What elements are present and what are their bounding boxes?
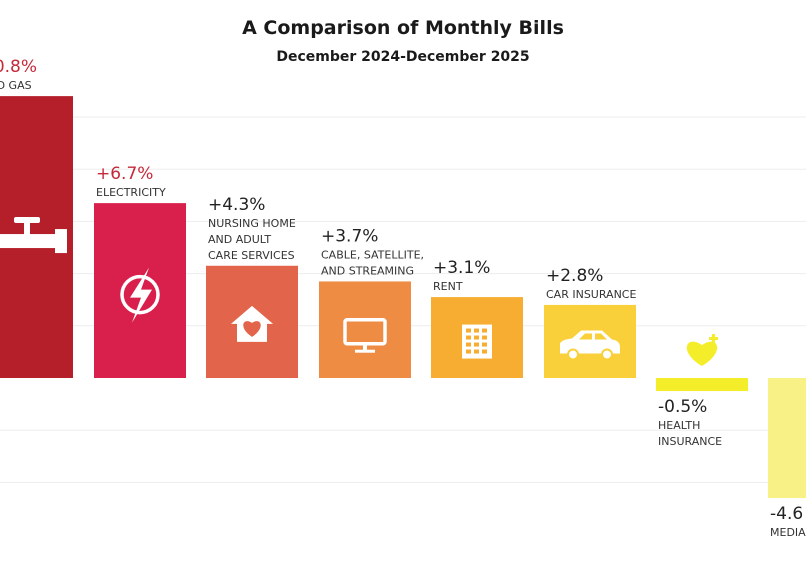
category-label: AND ADULT xyxy=(208,233,271,246)
category-label: NURSING HOME xyxy=(208,217,296,230)
building-icon xyxy=(462,324,492,359)
chart-title: A Comparison of Monthly Bills xyxy=(242,17,564,39)
value-label: +4.3% xyxy=(208,195,265,215)
category-label: AND STREAMING xyxy=(321,264,414,277)
category-label: HEALTH xyxy=(658,419,700,432)
bar xyxy=(656,378,748,392)
monitor-icon xyxy=(343,317,387,353)
bar xyxy=(319,281,411,378)
chart-subtitle: December 2024-December 2025 xyxy=(276,49,529,65)
value-label: +3.7% xyxy=(321,226,378,246)
category-label: INSURANCE xyxy=(658,435,722,448)
category-label: CABLE, SATELLITE, xyxy=(321,248,424,261)
value-label: +2.8% xyxy=(546,266,603,286)
value-label: 10.8% xyxy=(0,57,37,77)
category-label: MEDIA xyxy=(770,526,806,539)
heart-plus-icon xyxy=(686,334,718,366)
value-label: +3.1% xyxy=(433,258,490,278)
category-label: PED GAS xyxy=(0,79,32,92)
bar xyxy=(768,378,806,499)
value-label: +6.7% xyxy=(96,164,153,184)
house-heart-icon xyxy=(231,305,273,342)
car-icon xyxy=(560,330,620,361)
value-label: -0.5% xyxy=(658,397,707,417)
value-label: -4.6 xyxy=(770,504,803,524)
category-label: CARE SERVICES xyxy=(208,249,295,262)
category-label: ELECTRICITY xyxy=(96,186,166,199)
category-label: RENT xyxy=(433,280,463,293)
bars: 10.8% PED GAS +6.7% ELECTRICITY +4.3% NURSING… xyxy=(0,57,806,539)
lightning-icon xyxy=(120,267,160,323)
pipe-icon xyxy=(0,217,67,254)
category-label: CAR INSURANCE xyxy=(546,288,636,301)
